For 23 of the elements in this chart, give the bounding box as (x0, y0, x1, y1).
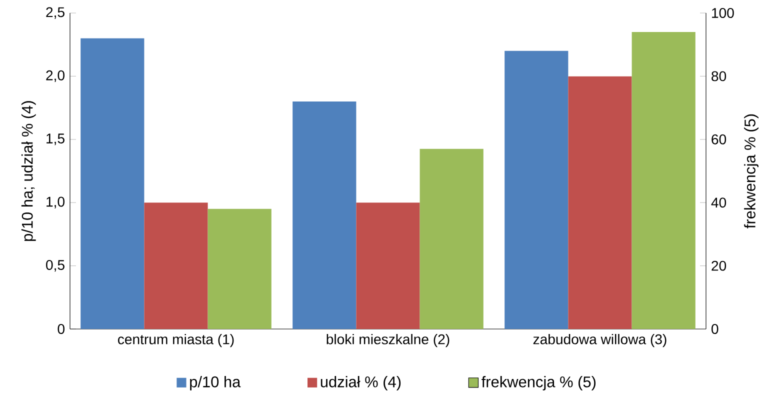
y2-axis-title: frekwencja % (5) (744, 114, 758, 228)
y-axis-title: p/10 ha; udział % (4) (21, 101, 36, 241)
y2-tick-label: 100 (712, 8, 734, 18)
legend-label: frekwencja % (5) (482, 376, 596, 390)
y-tick-label: 1,5 (46, 134, 64, 146)
legend-label: p/10 ha (190, 376, 241, 390)
y-tick-label: 1,0 (46, 196, 64, 208)
y2-tick-label: 0 (712, 324, 718, 334)
legend-label: udział % (4) (320, 376, 401, 390)
y-tick-label: 2,5 (46, 7, 64, 19)
bar (292, 101, 356, 330)
y2-tick-label: 40 (711, 198, 726, 208)
y-tick-label: 0 (58, 324, 64, 334)
x-tick-label: zabudowa willowa (3) (533, 334, 666, 348)
bar (80, 38, 144, 330)
y2-tick-label: 20 (712, 260, 726, 271)
y-tick-label: 0,5 (46, 260, 64, 272)
y2-tick-label: 60 (712, 134, 726, 144)
y2-tick-label: 80 (712, 71, 726, 82)
x-tick-label: centrum miasta (1) (118, 334, 234, 348)
bar (504, 50, 568, 330)
x-tick-label: bloki mieszkalne (2) (326, 334, 450, 348)
y-tick-label: 2,0 (46, 70, 64, 82)
